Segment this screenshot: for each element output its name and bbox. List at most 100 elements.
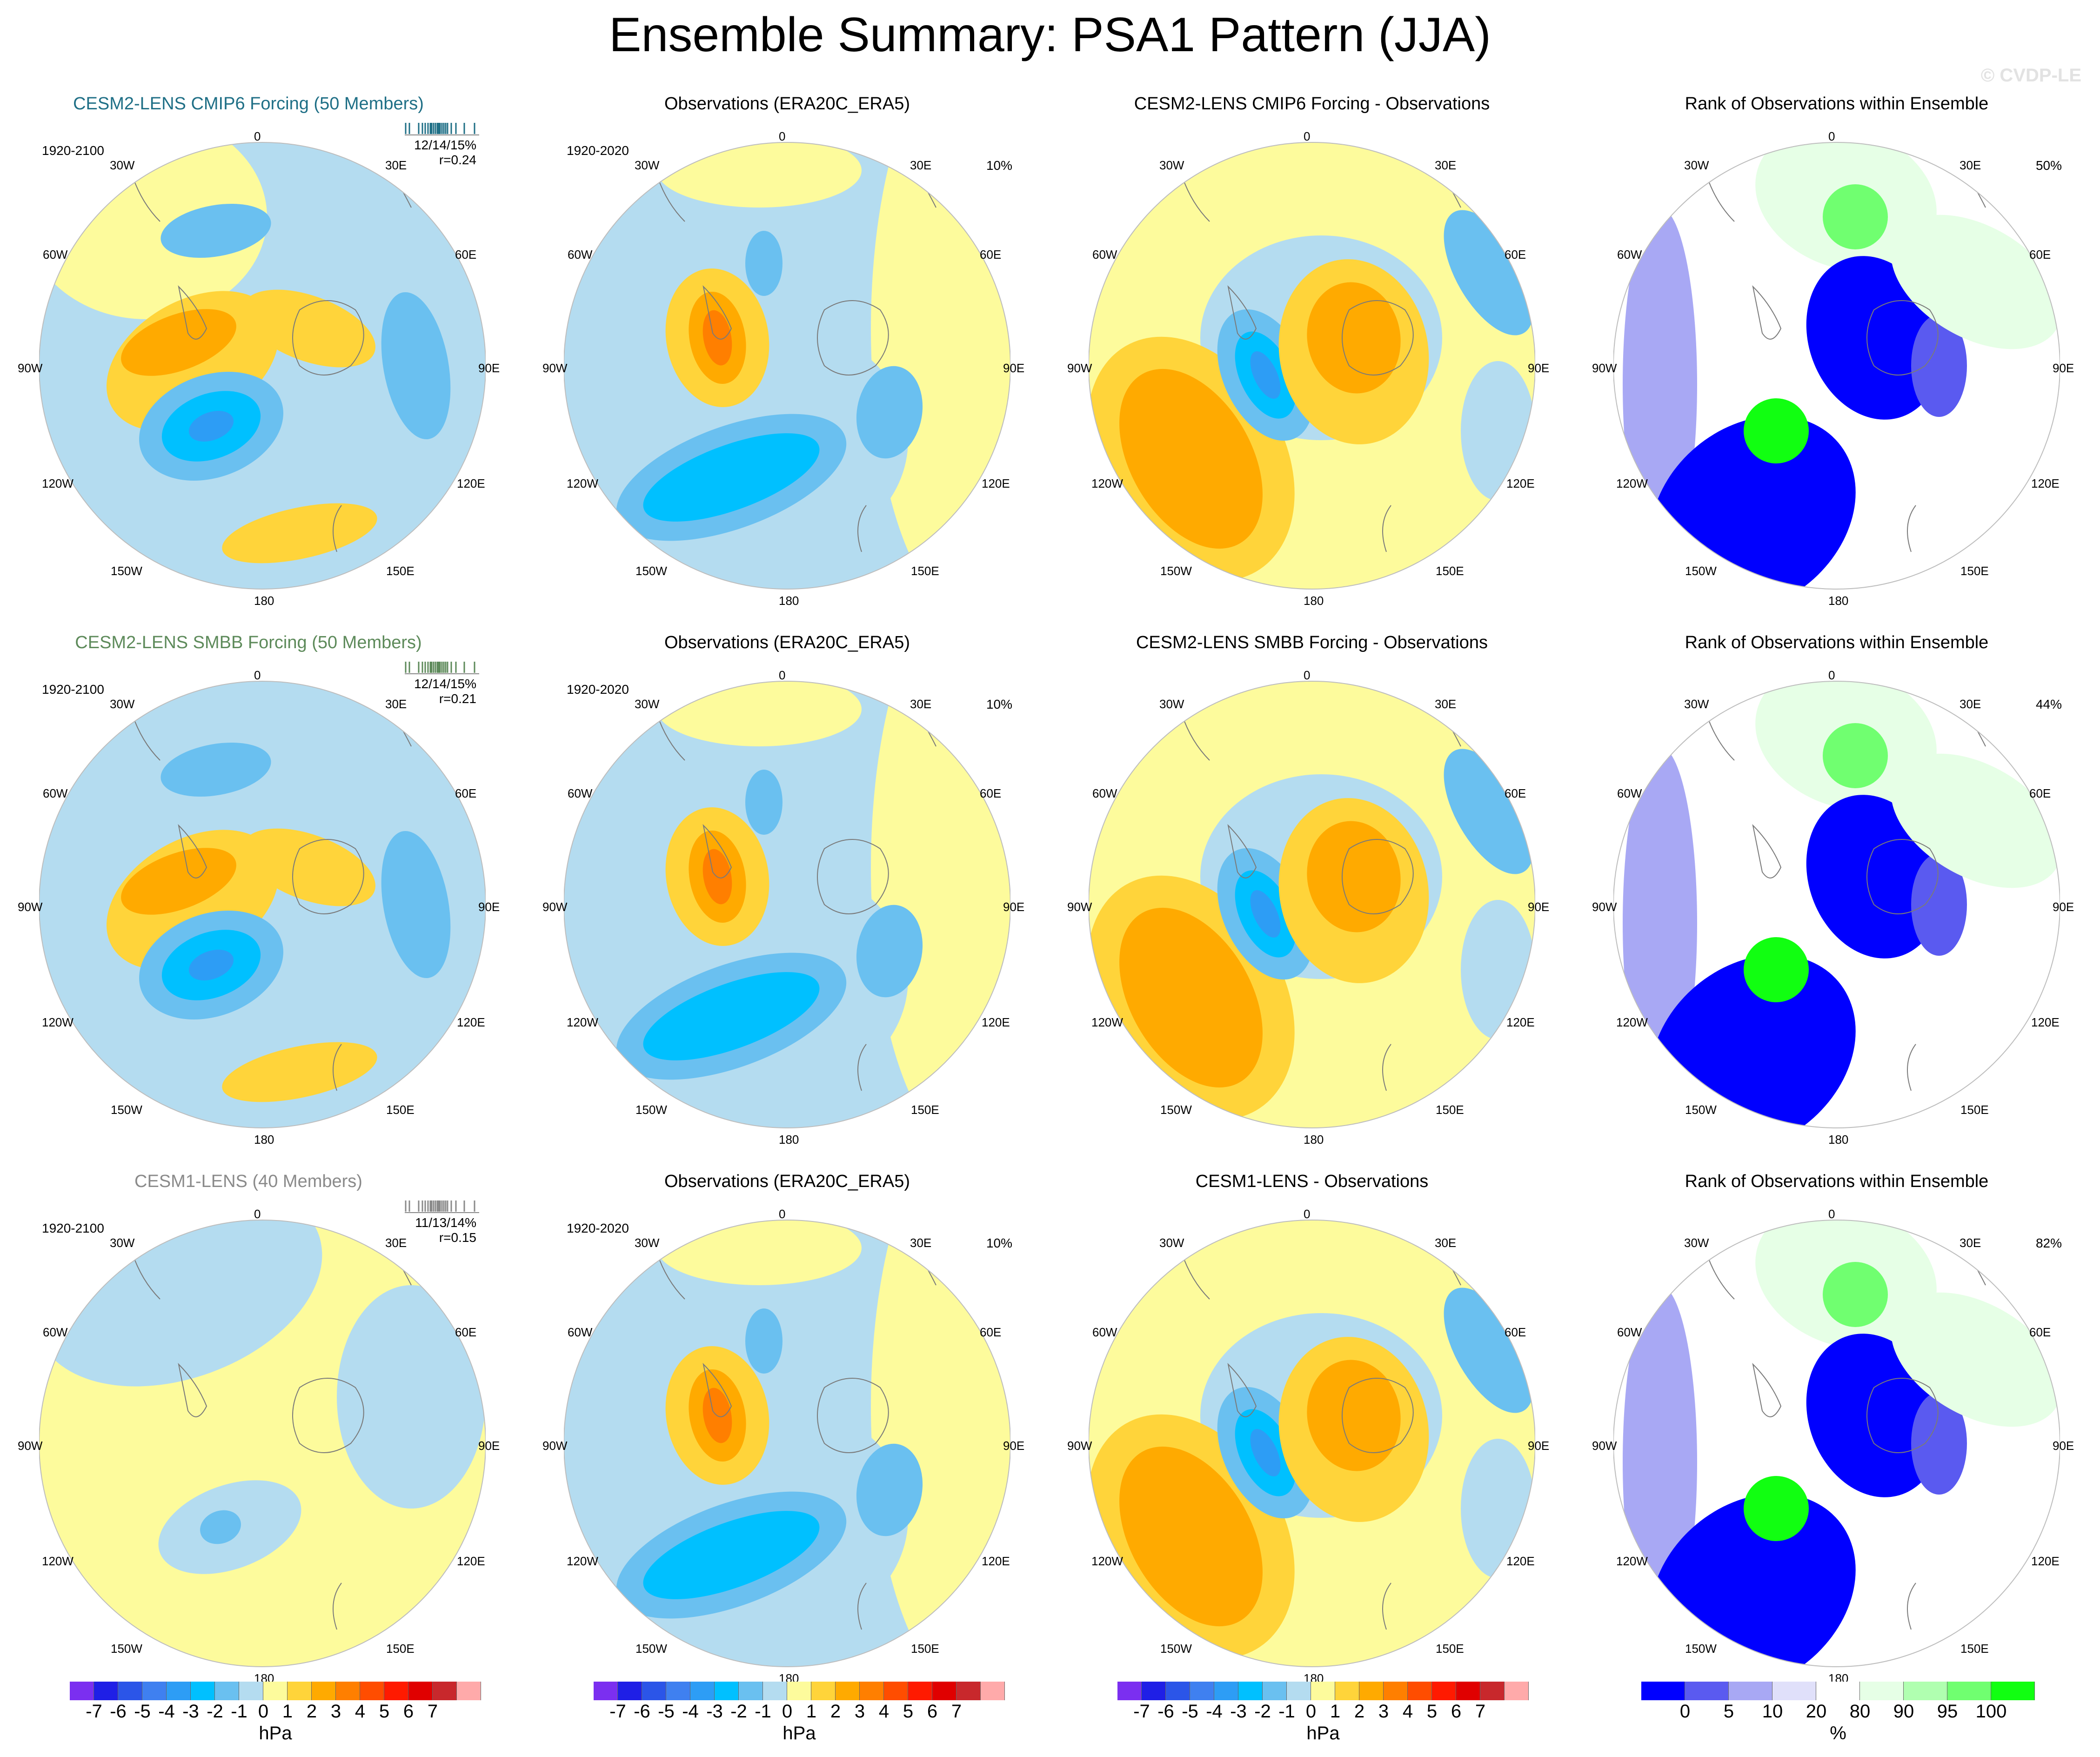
- colorbar-box: [763, 1682, 787, 1700]
- contour-region: [643, 1511, 820, 1599]
- map-label-ll2: 150W: [1160, 564, 1192, 578]
- stats-percentiles: 12/14/15%: [414, 677, 476, 691]
- colorbar-box: [860, 1682, 884, 1700]
- colorbar-tick-label: -4: [1206, 1701, 1223, 1722]
- map-label-ul1: 30W: [635, 697, 660, 711]
- colorbar-box: [1904, 1682, 1947, 1700]
- colorbar-box: [142, 1682, 167, 1700]
- contour-region: [856, 366, 923, 459]
- colorbar-tick-label: -1: [1278, 1701, 1295, 1722]
- colorbar-tick-label: 3: [330, 1701, 341, 1722]
- map-label-ur2: 60E: [2029, 786, 2051, 800]
- contour-region: [222, 1042, 377, 1102]
- contour-region: [1119, 369, 1263, 549]
- map-label-top: 0: [1828, 129, 1835, 143]
- map-label-right: 90E: [1003, 1439, 1025, 1453]
- map-label-right: 90E: [2053, 900, 2074, 914]
- colorbar-hpa-1: -7 -6 -5 -4 -3 -2 -1 0 1 2 3 4 5 6 7 hPa: [70, 1682, 535, 1747]
- contour-region: [121, 848, 236, 915]
- panel-title: CESM1-LENS - Observations: [1195, 1172, 1429, 1191]
- contour-region: [1250, 351, 1281, 399]
- contour-region: [745, 770, 782, 835]
- panel-title: Observations (ERA20C_ERA5): [664, 1172, 910, 1191]
- percent-label: 10%: [986, 158, 1012, 173]
- colorbar-boxes: [594, 1682, 1005, 1700]
- map-label-ll1: 120W: [1091, 1554, 1123, 1568]
- colorbar-tick-label: 80: [1849, 1701, 1871, 1722]
- colorbar-tick-label: 20: [1806, 1701, 1827, 1722]
- map-label-ll1: 120W: [42, 1015, 74, 1029]
- contour-region: [1307, 821, 1401, 932]
- map-label-ur2: 60E: [2029, 1325, 2051, 1339]
- map-label-ll1: 120W: [1616, 1554, 1648, 1568]
- colorbar-box: [1384, 1682, 1408, 1700]
- panel-title: Rank of Observations within Ensemble: [1685, 94, 1989, 114]
- map-label-ur2: 60E: [1505, 786, 1526, 800]
- map-label-lr2: 150E: [1960, 1642, 1989, 1656]
- colorbar-tick-label: -6: [1157, 1701, 1174, 1722]
- map-observations: [564, 133, 1010, 598]
- map-label-ll1: 120W: [1091, 476, 1123, 490]
- percent-label: 44%: [2035, 697, 2062, 711]
- colorbar-tick-label: 0: [1679, 1701, 1691, 1722]
- map-label-ll1: 120W: [42, 1554, 74, 1568]
- colorbar-box: [1641, 1682, 1685, 1700]
- contour-region: [1823, 1262, 1888, 1327]
- colorbar-box: [836, 1682, 860, 1700]
- map-label-lr2: 150E: [911, 1103, 939, 1117]
- colorbar-tick-label: 0: [258, 1701, 269, 1722]
- contour-region: [337, 1285, 486, 1509]
- colorbar-tick-label: 5: [1723, 1701, 1734, 1722]
- contour-region: [1891, 753, 2060, 888]
- colorbar-box: [1190, 1682, 1214, 1700]
- colorbar-tick-label: -1: [755, 1701, 771, 1722]
- percent-label: 82%: [2035, 1236, 2062, 1250]
- map-label-left: 90W: [542, 900, 568, 914]
- colorbar-tick-label: -5: [658, 1701, 675, 1722]
- percent-label: 10%: [986, 697, 1012, 711]
- ensemble-rug-svg: [405, 123, 479, 135]
- map-label-top: 0: [779, 668, 786, 682]
- ensemble-rug: [405, 1194, 479, 1214]
- map-label-lr2: 150E: [1436, 564, 1464, 578]
- map-label-ul1: 30W: [1684, 1236, 1709, 1250]
- map-label-bottom: 180: [1304, 594, 1324, 608]
- colorbar-tick-label: -7: [609, 1701, 626, 1722]
- colorbar-tick-label: 2: [306, 1701, 317, 1722]
- map-label-lr2: 150E: [1436, 1642, 1464, 1656]
- map-label-ul1: 30W: [1159, 697, 1184, 711]
- map-boundary: [564, 681, 1010, 1128]
- polar-map-svg: [39, 142, 486, 590]
- ensemble-stats: 11/13/14% r=0.15: [415, 1215, 476, 1245]
- colorbar-tick-label: -7: [86, 1701, 102, 1722]
- map-ensemble: [39, 1211, 486, 1676]
- colorbar-box: [1117, 1682, 1142, 1700]
- colorbar-tick-label: -2: [1254, 1701, 1271, 1722]
- contour-region: [1744, 398, 1809, 463]
- panel-title: CESM1-LENS (40 Members): [134, 1172, 362, 1191]
- colorbar-box: [1685, 1682, 1729, 1700]
- colorbar-box: [981, 1682, 1005, 1700]
- panel-observations: Observations (ERA20C_ERA5) 0 180 90W 90E 30W 6…: [525, 1171, 1050, 1710]
- colorbar-tick-label: 3: [854, 1701, 865, 1722]
- contour-region: [1806, 256, 1942, 420]
- percent-label: 50%: [2035, 158, 2062, 173]
- colorbar-box: [932, 1682, 956, 1700]
- map-label-ll1: 120W: [1616, 476, 1648, 490]
- panel-title: CESM2-LENS SMBB Forcing (50 Members): [75, 633, 422, 652]
- colorbar-box: [715, 1682, 739, 1700]
- map-label-ul1: 30W: [1684, 697, 1709, 711]
- colorbar-box: [642, 1682, 666, 1700]
- map-label-lr1: 120E: [982, 1015, 1010, 1029]
- map-label-ul2: 60W: [43, 786, 68, 800]
- map-label-lr1: 120E: [2031, 1015, 2060, 1029]
- ensemble-rug-svg: [405, 1200, 479, 1213]
- colorbar-box: [1142, 1682, 1166, 1700]
- map-label-lr2: 150E: [386, 1642, 415, 1656]
- colorbar-tick-label: 3: [1378, 1701, 1389, 1722]
- map-boundary: [39, 1220, 486, 1667]
- colorbar-hpa-3: -7 -6 -5 -4 -3 -2 -1 0 1 2 3 4 5 6 7 hPa: [1117, 1682, 1583, 1747]
- map-label-lr1: 120E: [1506, 476, 1535, 490]
- colorbar-tick-label: 0: [782, 1701, 793, 1722]
- map-label-ur1: 30E: [1960, 158, 1981, 172]
